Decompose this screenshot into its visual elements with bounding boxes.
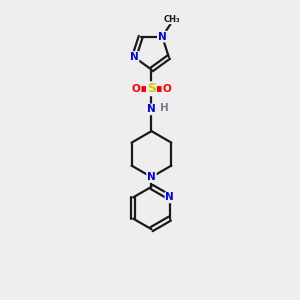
Text: O: O bbox=[132, 84, 140, 94]
Text: N: N bbox=[130, 52, 139, 62]
Text: H: H bbox=[160, 103, 169, 113]
Text: N: N bbox=[158, 32, 167, 42]
Text: O: O bbox=[162, 84, 171, 94]
Text: N: N bbox=[147, 172, 156, 182]
Text: N: N bbox=[147, 104, 156, 114]
Text: CH₃: CH₃ bbox=[163, 15, 180, 24]
Text: S: S bbox=[147, 82, 156, 95]
Text: N: N bbox=[166, 192, 174, 203]
